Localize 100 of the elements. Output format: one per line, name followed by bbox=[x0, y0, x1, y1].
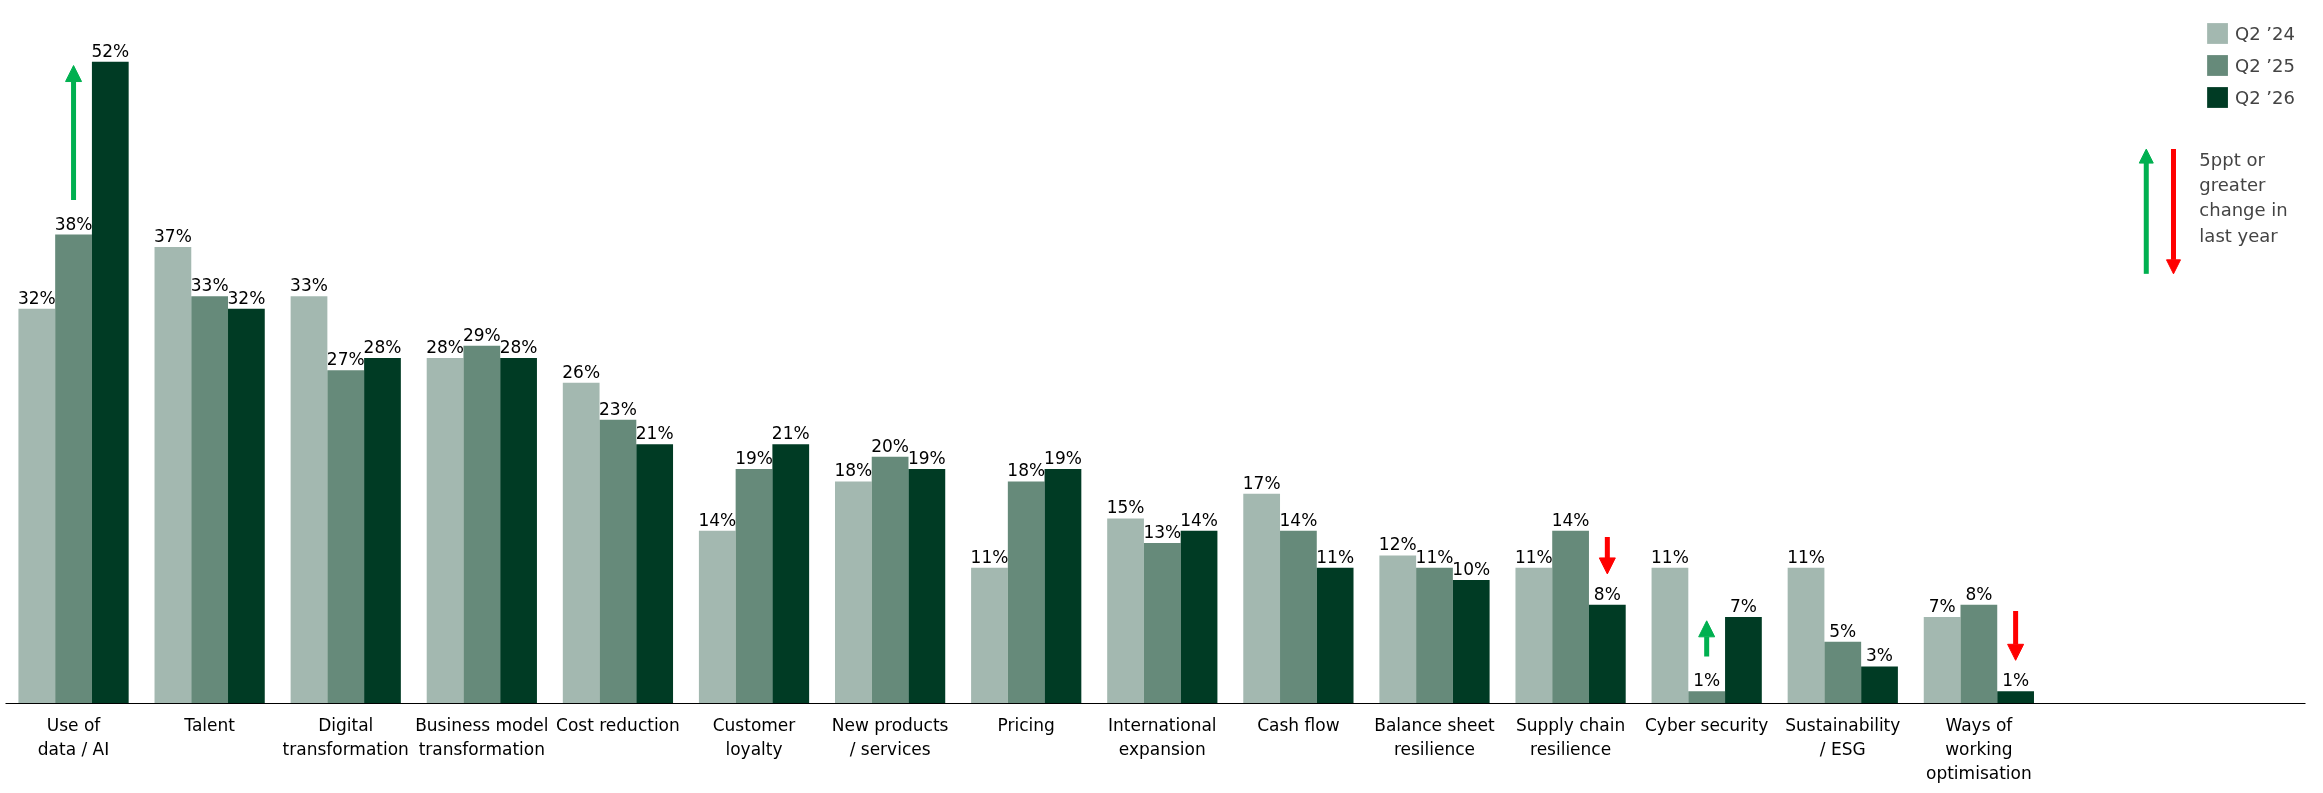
bar bbox=[1007, 481, 1045, 704]
bar bbox=[18, 308, 56, 704]
bar bbox=[1688, 691, 1726, 704]
bar bbox=[1515, 567, 1553, 704]
data-label: 11% bbox=[1651, 546, 1689, 567]
bar bbox=[1316, 567, 1354, 704]
data-label: 1% bbox=[2002, 670, 2030, 691]
bar bbox=[500, 357, 537, 704]
data-label: 11% bbox=[1316, 546, 1355, 567]
x-tick-label: New products / services bbox=[831, 714, 949, 759]
bar bbox=[1588, 604, 1626, 704]
data-label: 10% bbox=[1452, 559, 1491, 580]
bar bbox=[1725, 617, 1762, 704]
x-tick-label: Cyber security bbox=[1644, 714, 1769, 735]
data-label: 20% bbox=[871, 435, 910, 456]
bar bbox=[1379, 555, 1417, 704]
data-label: 11% bbox=[970, 546, 1009, 567]
bar bbox=[191, 296, 229, 704]
data-label: 13% bbox=[1143, 522, 1182, 543]
bar bbox=[599, 419, 637, 704]
x-tick-label: Customer loyalty bbox=[712, 714, 796, 759]
x-tick-label: Cash flow bbox=[1257, 714, 1340, 735]
data-label: 11% bbox=[1787, 546, 1825, 567]
data-label: 5% bbox=[1829, 620, 1857, 641]
data-label: 32% bbox=[17, 287, 56, 308]
data-label: 14% bbox=[1279, 509, 1318, 530]
bar bbox=[1787, 567, 1825, 704]
data-label: 37% bbox=[154, 225, 192, 246]
bar bbox=[154, 246, 192, 704]
bar bbox=[327, 370, 365, 704]
data-label: 28% bbox=[363, 336, 402, 357]
x-tick-label: Ways of working optimisation bbox=[1926, 714, 2032, 783]
legend-label: Q2 ’24 bbox=[2235, 22, 2295, 44]
bar bbox=[1452, 580, 1490, 704]
bar bbox=[1997, 691, 2034, 704]
data-label: 11% bbox=[1415, 546, 1454, 567]
data-label: 3% bbox=[1866, 645, 1894, 666]
bar bbox=[871, 456, 909, 704]
bar bbox=[91, 61, 129, 704]
bar bbox=[1651, 567, 1689, 704]
x-tick-label: Use of data / AI bbox=[37, 714, 110, 759]
data-label: 28% bbox=[426, 336, 464, 357]
bar bbox=[735, 469, 773, 704]
data-label: 19% bbox=[735, 448, 773, 469]
data-label: 7% bbox=[1729, 596, 1757, 617]
data-label: 17% bbox=[1242, 472, 1281, 493]
data-label: 38% bbox=[54, 213, 93, 234]
data-label: 14% bbox=[1180, 509, 1218, 530]
data-label: 21% bbox=[635, 423, 674, 444]
x-tick-label: Business model transformation bbox=[415, 714, 549, 759]
data-label: 23% bbox=[599, 398, 637, 419]
data-label: 21% bbox=[771, 423, 810, 444]
data-label: 18% bbox=[834, 460, 873, 481]
data-label: 33% bbox=[190, 275, 229, 296]
data-label: 26% bbox=[562, 361, 601, 382]
data-label: 27% bbox=[326, 349, 365, 370]
bar bbox=[1923, 617, 1961, 704]
data-label: 7% bbox=[1928, 596, 1956, 617]
x-tick-label: Balance sheet resilience bbox=[1374, 714, 1496, 759]
legend-label: Q2 ’26 bbox=[2235, 86, 2295, 108]
data-label: 18% bbox=[1007, 460, 1046, 481]
bar bbox=[463, 345, 501, 704]
bar bbox=[636, 444, 674, 704]
text: 5ppt or greater change in last year bbox=[2199, 149, 2288, 246]
data-label: 29% bbox=[462, 324, 501, 345]
data-label: 8% bbox=[1965, 583, 1993, 604]
bar bbox=[1044, 469, 1082, 704]
bar bbox=[1180, 530, 1218, 704]
data-label: 19% bbox=[1044, 448, 1082, 469]
data-label: 1% bbox=[1693, 670, 1721, 691]
data-label: 14% bbox=[698, 509, 737, 530]
bar bbox=[228, 308, 265, 704]
data-label: 28% bbox=[499, 336, 538, 357]
data-label: 12% bbox=[1378, 534, 1417, 555]
bar bbox=[908, 469, 946, 704]
bar bbox=[1143, 543, 1181, 704]
x-tick-label: Cost reduction bbox=[556, 714, 680, 735]
bar bbox=[1861, 666, 1898, 704]
data-label: 19% bbox=[907, 448, 946, 469]
bar bbox=[290, 296, 328, 704]
bar bbox=[1824, 641, 1862, 704]
data-label: 14% bbox=[1551, 509, 1590, 530]
bar bbox=[1107, 518, 1144, 704]
x-tick-label: Digital transformation bbox=[282, 714, 409, 759]
data-label: 11% bbox=[1514, 546, 1553, 567]
bar bbox=[1960, 604, 1998, 704]
x-tick-label: Supply chain resilience bbox=[1515, 714, 1626, 759]
bar bbox=[1280, 530, 1317, 704]
data-label: 8% bbox=[1593, 583, 1621, 604]
data-label: 52% bbox=[91, 40, 130, 61]
bar bbox=[1243, 493, 1281, 704]
bar bbox=[426, 357, 464, 704]
x-tick-label: Talent bbox=[183, 714, 236, 735]
data-label: 32% bbox=[227, 287, 266, 308]
bar bbox=[364, 357, 401, 704]
bar bbox=[835, 481, 872, 704]
bar bbox=[562, 382, 600, 704]
data-label: 33% bbox=[290, 275, 328, 296]
x-tick-label: Sustainability / ESG bbox=[1785, 714, 1901, 759]
legend-label: Q2 ’25 bbox=[2235, 54, 2295, 76]
